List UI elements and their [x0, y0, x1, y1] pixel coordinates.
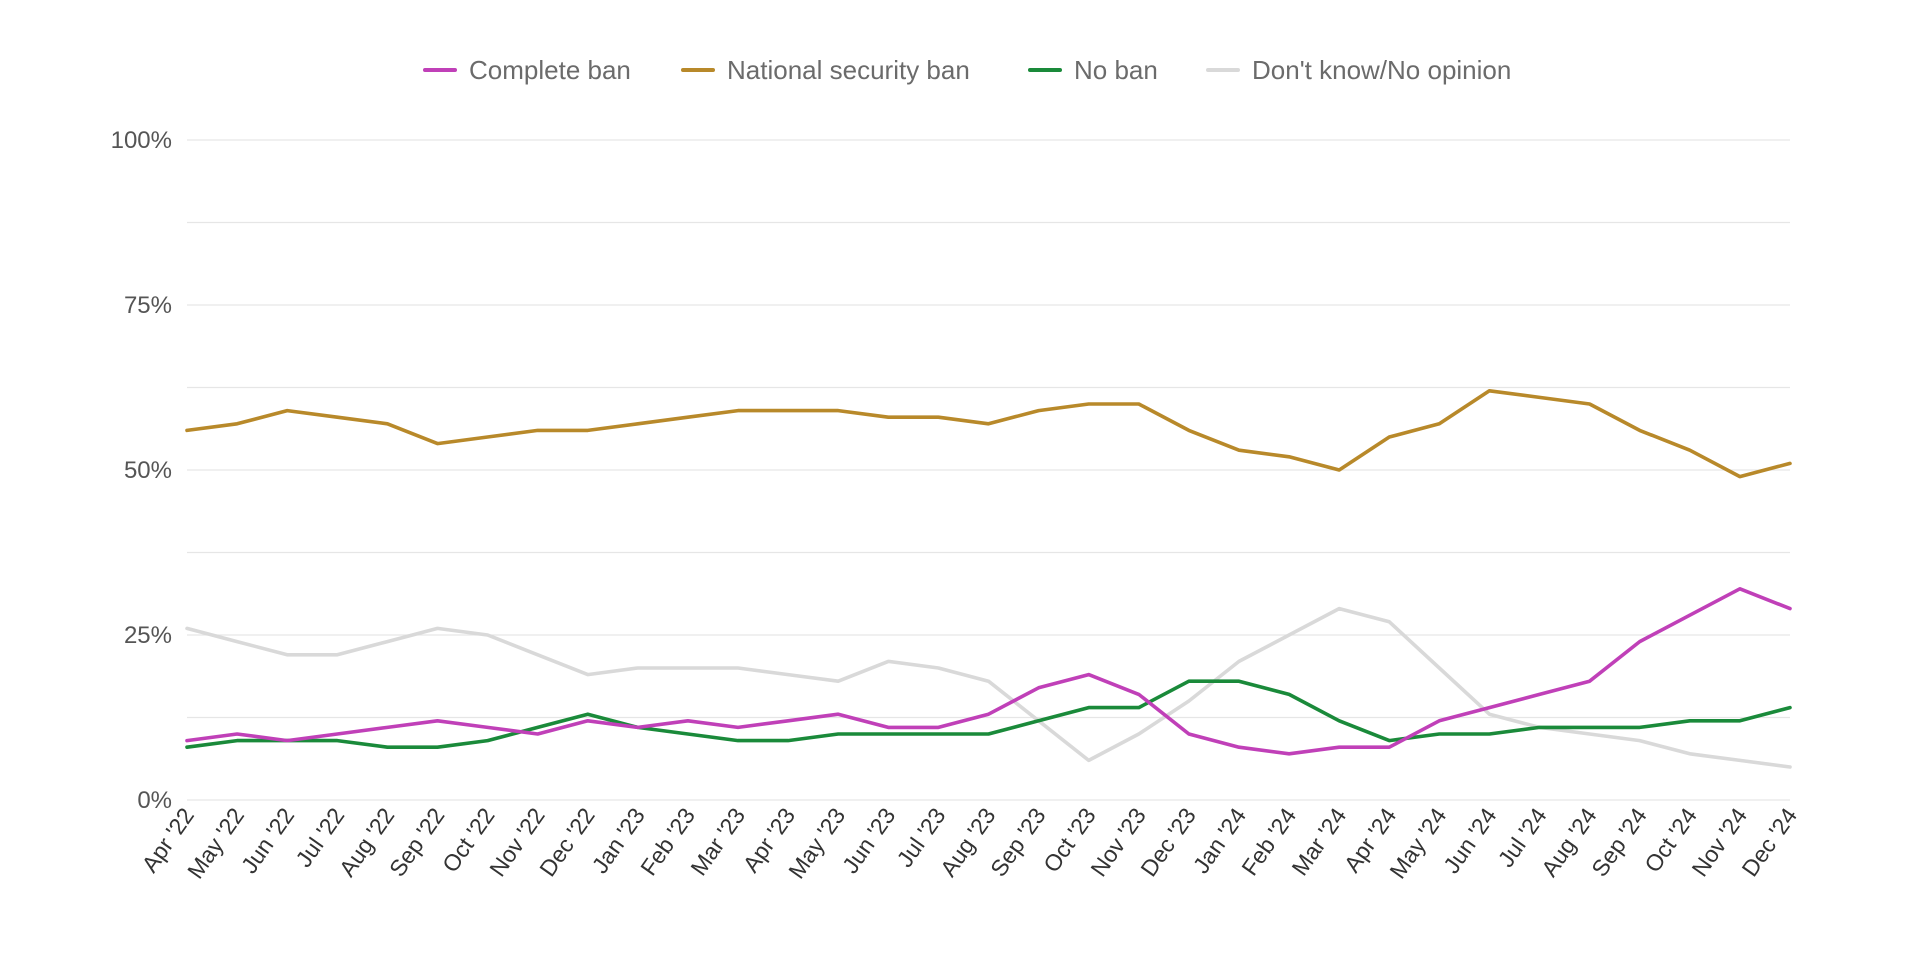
series-line-no-ban: [185, 679, 1792, 750]
legend-item-national-security-ban: National security ban: [681, 55, 970, 85]
legend-item-don-t-know-no-opinion: Don't know/No opinion: [1206, 55, 1511, 85]
series-lines: [185, 388, 1792, 769]
legend-item-no-ban: No ban: [1028, 55, 1158, 85]
y-tick-label: 75%: [124, 292, 172, 319]
x-tick-label: Jun '24: [1438, 803, 1502, 878]
series-line-national-security-ban: [185, 388, 1792, 479]
y-tick-label: 50%: [124, 457, 172, 484]
x-tick-label: Jun '22: [236, 803, 299, 878]
legend-label: Don't know/No opinion: [1252, 55, 1511, 85]
y-axis-ticks: 0% 25% 50% 75% 100%: [111, 127, 172, 814]
legend-label: Complete ban: [469, 55, 631, 85]
x-tick-label: Jun '23: [837, 803, 900, 878]
legend-item-complete-ban: Complete ban: [423, 55, 631, 85]
legend: Complete ban National security ban No ban D…: [423, 55, 1511, 85]
y-tick-label: 25%: [124, 622, 172, 649]
series-line-don-t-know-no-opinion: [185, 606, 1792, 769]
series-line-complete-ban: [185, 586, 1792, 756]
legend-label: No ban: [1074, 55, 1158, 85]
legend-label: National security ban: [727, 55, 970, 85]
y-tick-label: 0%: [137, 787, 172, 814]
gridlines: [187, 139, 1790, 801]
y-tick-label: 100%: [111, 127, 172, 154]
